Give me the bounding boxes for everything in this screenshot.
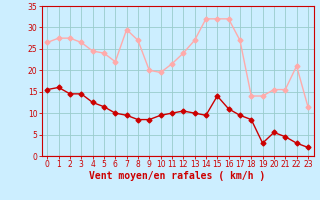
X-axis label: Vent moyen/en rafales ( km/h ): Vent moyen/en rafales ( km/h ) [90,171,266,181]
